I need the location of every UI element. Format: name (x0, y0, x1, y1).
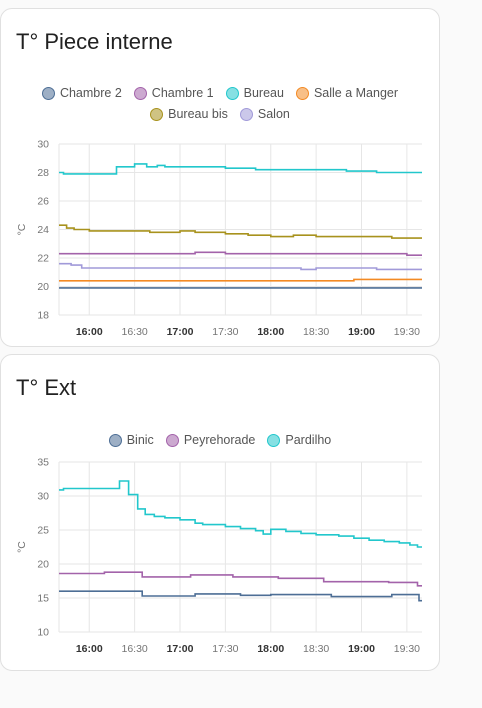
series-line-bureau[interactable] (59, 163, 422, 175)
grid (58, 143, 422, 316)
y-tick-label: 10 (37, 627, 49, 639)
line-chart-internal: 18 20 22 24 26 28 30 16:00 16:30 17:00 17:30 18:00 1… (16, 139, 422, 338)
legend-item[interactable]: Pardilho (267, 432, 331, 448)
legend-swatch-icon (239, 107, 253, 121)
x-tick-label: 19:00 (348, 326, 375, 338)
x-tick-label: 18:30 (303, 326, 329, 338)
legend-label: Binic (126, 433, 154, 447)
legend-item[interactable]: Peyrehorade (165, 432, 256, 448)
y-tick-label: 35 (37, 457, 49, 469)
x-tick-label: 19:30 (394, 326, 420, 338)
legend-swatch-icon (225, 86, 239, 100)
series-line-pardilho[interactable] (59, 480, 422, 548)
series-line-salle-a-manger[interactable] (59, 278, 422, 282)
chart-legend: Binic Peyrehorade Pardilho (1, 432, 439, 453)
legend-item[interactable]: Bureau bis (150, 106, 228, 122)
y-axis-label: °C (16, 541, 28, 553)
x-tick-label: 18:00 (257, 643, 284, 655)
legend-swatch-icon (150, 107, 164, 121)
x-tick-label: 17:30 (212, 326, 238, 338)
y-tick-label: 18 (37, 310, 49, 322)
series-line-chambre-1[interactable] (59, 251, 422, 256)
y-tick-label: 24 (37, 224, 49, 236)
x-tick-label: 17:30 (212, 643, 238, 655)
legend-label: Salle a Manger (313, 86, 399, 100)
legend-swatch-icon (108, 433, 122, 447)
card-external-temperature: T° Ext Binic Peyrehorade Pardilho 10 15 20 25… (0, 354, 440, 671)
grid (58, 461, 422, 633)
legend-label: Pardilho (285, 433, 332, 447)
x-tick-label: 17:00 (167, 643, 194, 655)
x-tick-label: 17:00 (167, 326, 194, 338)
legend-label: Chambre 2 (59, 86, 122, 100)
legend-label: Peyrehorade (183, 433, 256, 447)
x-tick-label: 18:00 (257, 326, 284, 338)
legend-item[interactable]: Chambre 1 (133, 85, 214, 101)
line-chart-external: 10 15 20 25 30 35 16:00 16:30 17:00 17:30 18:00 18:… (16, 457, 422, 655)
y-tick-label: 20 (37, 281, 49, 293)
y-axis-label: °C (16, 223, 28, 235)
y-tick-label: 28 (37, 167, 49, 179)
y-tick-label: 30 (37, 139, 49, 151)
x-tick-label: 16:00 (76, 643, 103, 655)
legend-item[interactable]: Salle a Manger (295, 85, 399, 101)
legend-label: Bureau (243, 86, 284, 100)
y-tick-label: 22 (37, 253, 49, 265)
y-tick-label: 30 (37, 491, 49, 503)
legend-label: Chambre 1 (151, 86, 214, 100)
legend-label: Bureau bis (168, 107, 228, 121)
x-tick-label: 19:00 (348, 643, 375, 655)
x-tick-label: 16:30 (121, 643, 147, 655)
card-internal-temperature: T° Piece interne Chambre 2 Chambre 1 Burea… (0, 8, 440, 347)
y-tick-label: 26 (37, 196, 49, 208)
chart-legend: Chambre 2 Chambre 1 Bureau Salle a Manger Bu… (1, 85, 439, 127)
card-title: T° Piece interne (16, 29, 173, 54)
card-title: T° Ext (16, 375, 77, 400)
x-tick-label: 16:30 (121, 326, 147, 338)
legend-item[interactable]: Chambre 2 (41, 85, 122, 101)
x-tick-label: 16:00 (76, 326, 103, 338)
y-tick-label: 25 (37, 525, 49, 537)
legend-item[interactable]: Salon (239, 106, 290, 122)
legend-swatch-icon (267, 433, 281, 447)
x-tick-label: 19:30 (394, 643, 420, 655)
series-line-binic[interactable] (59, 590, 422, 602)
legend-item[interactable]: Binic (108, 432, 154, 448)
legend-swatch-icon (295, 86, 309, 100)
series-line-salon[interactable] (59, 262, 422, 271)
legend-item[interactable]: Bureau (225, 85, 284, 101)
y-tick-label: 20 (37, 559, 49, 571)
series-line-peyrehorade[interactable] (59, 571, 422, 587)
legend-label: Salon (257, 107, 290, 121)
y-tick-label: 15 (37, 593, 49, 605)
legend-swatch-icon (41, 86, 55, 100)
legend-swatch-icon (133, 86, 147, 100)
x-tick-label: 18:30 (303, 643, 329, 655)
legend-swatch-icon (165, 433, 179, 447)
series-line-bureau-bis[interactable] (59, 224, 422, 239)
